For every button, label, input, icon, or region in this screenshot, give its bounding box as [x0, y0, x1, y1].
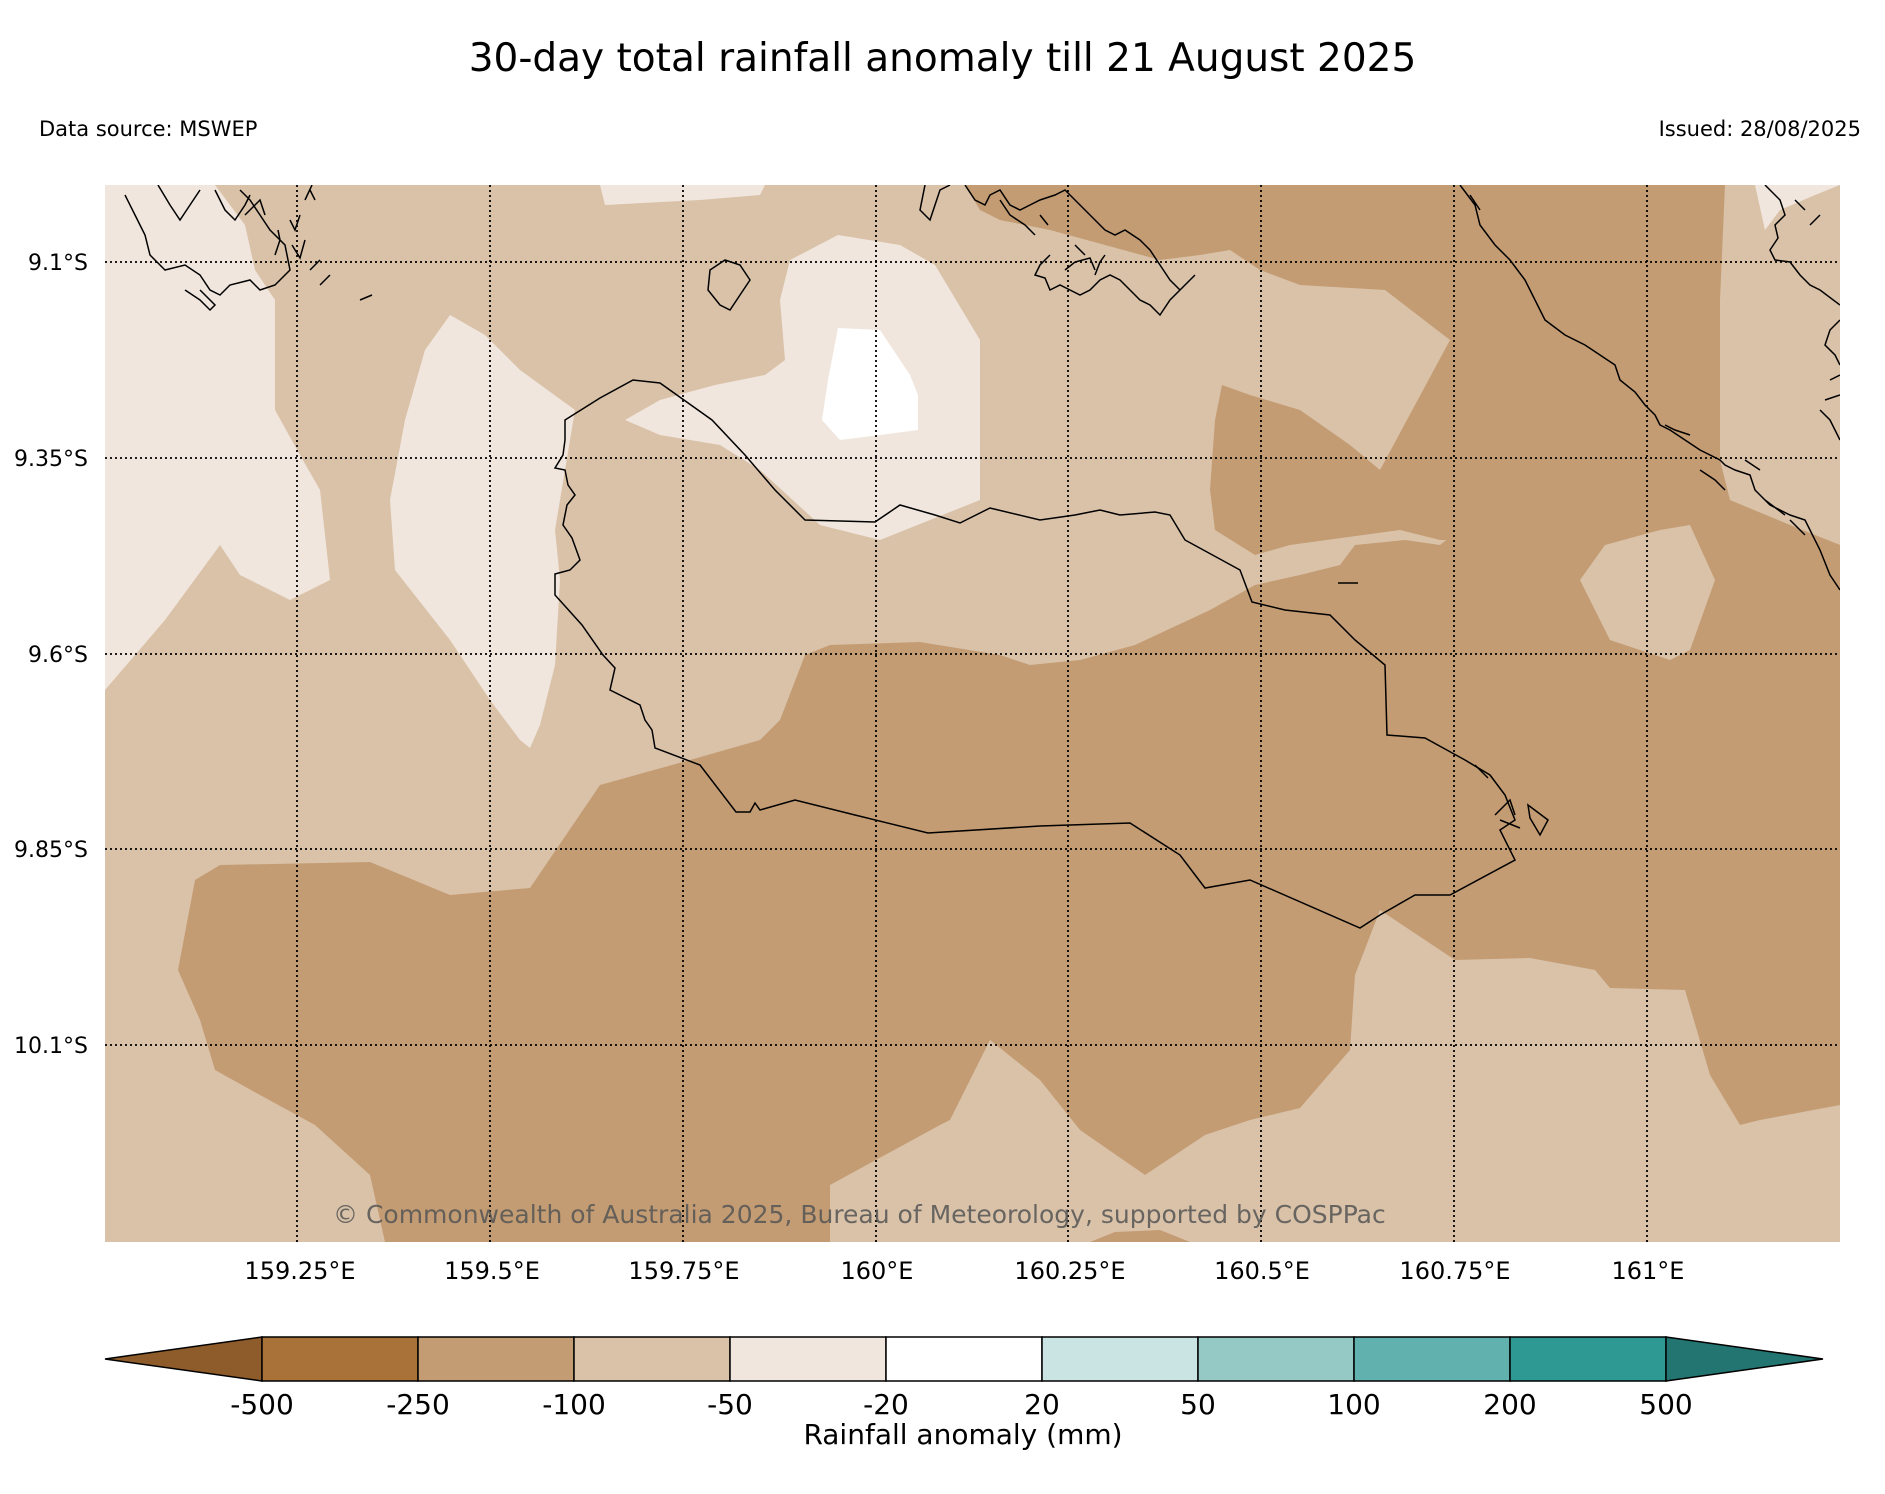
main-island-coastline: [553, 379, 1516, 929]
colorbar-tick: -500: [230, 1388, 294, 1421]
latitude-labels: 9.1°S 9.35°S 9.6°S 9.85°S 10.1°S: [14, 251, 88, 1059]
colorbar-tick: 500: [1639, 1388, 1692, 1421]
lon-label: 160°E: [841, 1257, 914, 1285]
band-minus-100-to-minus-250-south: [178, 505, 1840, 1242]
colorbar-label: Rainfall anomaly (mm): [803, 1418, 1122, 1451]
colorbar-tick: 200: [1483, 1388, 1536, 1421]
band-near-normal: [822, 328, 918, 440]
lat-label: 9.85°S: [14, 838, 88, 863]
colorbar-bin: [1197, 1336, 1355, 1382]
anomaly-field: [105, 185, 1840, 1242]
lon-label: 159.5°E: [444, 1257, 540, 1285]
colorbar-bin: [885, 1336, 1043, 1382]
colorbar-bin: [1353, 1336, 1511, 1382]
far-east-islands-coastline: [1764, 185, 1840, 441]
band-minus-100-to-minus-250-northeast: [965, 185, 1840, 600]
colorbar-tick: -50: [707, 1388, 753, 1421]
colorbar-extend-high: [1665, 1336, 1824, 1382]
map-title: 30-day total rainfall anomaly till 21 Au…: [468, 36, 1417, 81]
copyright-watermark: © Commonwealth of Australia 2025, Bureau…: [333, 1200, 1386, 1229]
band-minus-20-to-minus-50-central-west: [390, 315, 575, 748]
northwest-islands-coastline: [124, 185, 373, 312]
colorbar-tick: -100: [542, 1388, 606, 1421]
longitude-labels: 159.25°E 159.5°E 159.75°E 160°E 160.25°E…: [244, 1257, 1684, 1285]
band-minus-20-to-minus-100-patch: [1580, 525, 1715, 660]
lon-label: 160.75°E: [1399, 1257, 1510, 1285]
band-minus-20-to-minus-50-west: [105, 185, 330, 690]
band-minus-100-bottom-strip: [1090, 1230, 1190, 1242]
data-source-label: Data source: MSWEP: [39, 117, 258, 141]
lat-label: 10.1°S: [14, 1034, 88, 1059]
issued-date-label: Issued: 28/08/2025: [1658, 117, 1861, 141]
lon-label: 159.75°E: [628, 1257, 739, 1285]
southeast-islets-coastline: [1338, 582, 1549, 837]
lat-label: 9.35°S: [14, 447, 88, 472]
lon-label: 161°E: [1612, 1257, 1685, 1285]
lat-label: 9.1°S: [28, 251, 88, 276]
colorbar-bin: [573, 1336, 731, 1382]
malaita-coastline: [1459, 185, 1840, 591]
colorbar-tick: -20: [863, 1388, 909, 1421]
colorbar-bin: [417, 1336, 575, 1382]
colorbar-bin: [261, 1336, 419, 1382]
lon-label: 160.25°E: [1014, 1257, 1125, 1285]
colorbar-extend-low: [104, 1336, 263, 1382]
lon-label: 159.25°E: [244, 1257, 355, 1285]
colorbar-tick: 100: [1327, 1388, 1380, 1421]
lon-label: 160.5°E: [1214, 1257, 1310, 1285]
colorbar-bin: [1509, 1336, 1667, 1382]
colorbar-bin: [729, 1336, 887, 1382]
colorbar-tick: 20: [1024, 1388, 1060, 1421]
colorbar-tick: 50: [1180, 1388, 1216, 1421]
colorbar: [104, 1336, 1824, 1382]
band-minus-20-to-minus-50-center: [625, 235, 980, 540]
colorbar-tick-labels: -500 -250 -100 -50 -20 20 50 100 200 500…: [230, 1388, 1693, 1451]
colorbar-bin: [1041, 1336, 1199, 1382]
colorbar-tick: -250: [386, 1388, 450, 1421]
graticule: [105, 185, 1840, 1242]
lat-label: 9.6°S: [28, 643, 88, 668]
